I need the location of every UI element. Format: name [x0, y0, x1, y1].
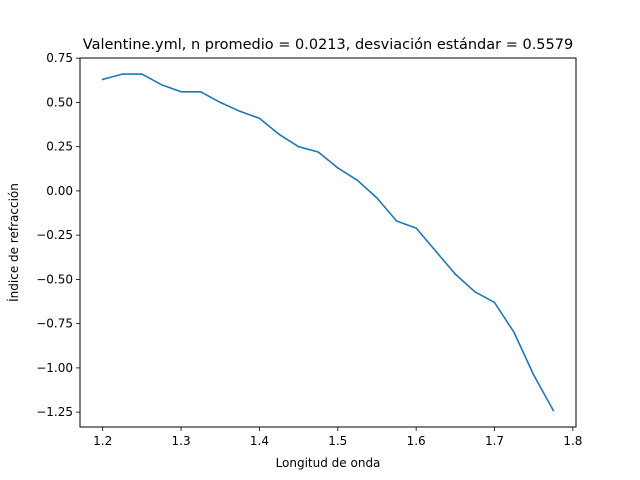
data-point	[199, 91, 202, 93]
y-tick-label: 0.75	[46, 51, 73, 65]
chart-title: Valentine.yml, n promedio = 0.0213, desv…	[83, 37, 573, 53]
y-tick-label: 0.00	[46, 184, 73, 198]
data-point	[258, 117, 261, 120]
data-point	[493, 301, 496, 304]
data-point	[121, 73, 124, 75]
y-tick-label: −1.25	[36, 405, 73, 419]
data-point	[356, 179, 359, 182]
data-point	[474, 291, 476, 293]
x-axis: 1.2 1.3 1.4 1.5 1.6 1.7 1.8	[93, 427, 582, 448]
x-tick-label: 1.8	[563, 434, 582, 448]
data-point	[415, 227, 418, 229]
data-point	[141, 73, 143, 75]
y-tick-label: −1.00	[36, 361, 73, 375]
data-point	[513, 331, 515, 334]
y-tick-label: 0.25	[46, 140, 73, 154]
x-tick-label: 1.7	[485, 434, 504, 448]
plot-area	[79, 57, 577, 428]
data-point	[180, 91, 182, 93]
data-point	[376, 197, 378, 199]
data-point	[395, 220, 398, 222]
data-point	[552, 409, 555, 412]
data-point	[239, 110, 241, 113]
y-tick-label: −0.50	[36, 272, 73, 286]
x-tick-label: 1.6	[407, 434, 426, 448]
data-point	[278, 133, 280, 136]
y-tick-label: 0.50	[46, 95, 73, 109]
x-axis-label: Longitud de onda	[276, 456, 381, 470]
data-point	[219, 101, 222, 104]
data-point	[434, 250, 437, 252]
x-tick-label: 1.5	[328, 434, 347, 448]
data-point	[297, 145, 300, 148]
data-point	[317, 151, 320, 153]
data-point	[101, 78, 104, 81]
y-tick-label: −0.75	[36, 317, 73, 331]
plot-frame	[79, 57, 577, 428]
x-tick-label: 1.3	[172, 434, 191, 448]
x-tick-label: 1.2	[93, 434, 112, 448]
series-line	[101, 73, 555, 412]
data-point	[337, 167, 339, 169]
x-tick-label: 1.4	[250, 434, 269, 448]
y-axis-label: Índice de refracción	[6, 183, 21, 302]
data-point	[532, 374, 535, 376]
y-axis: 0.75 0.50 0.25 0.00 −0.25 −0.50 −0.75 −1.00 −1.2…	[36, 51, 80, 419]
data-point	[454, 273, 457, 275]
y-tick-label: −0.25	[36, 228, 73, 242]
data-point	[160, 83, 163, 86]
